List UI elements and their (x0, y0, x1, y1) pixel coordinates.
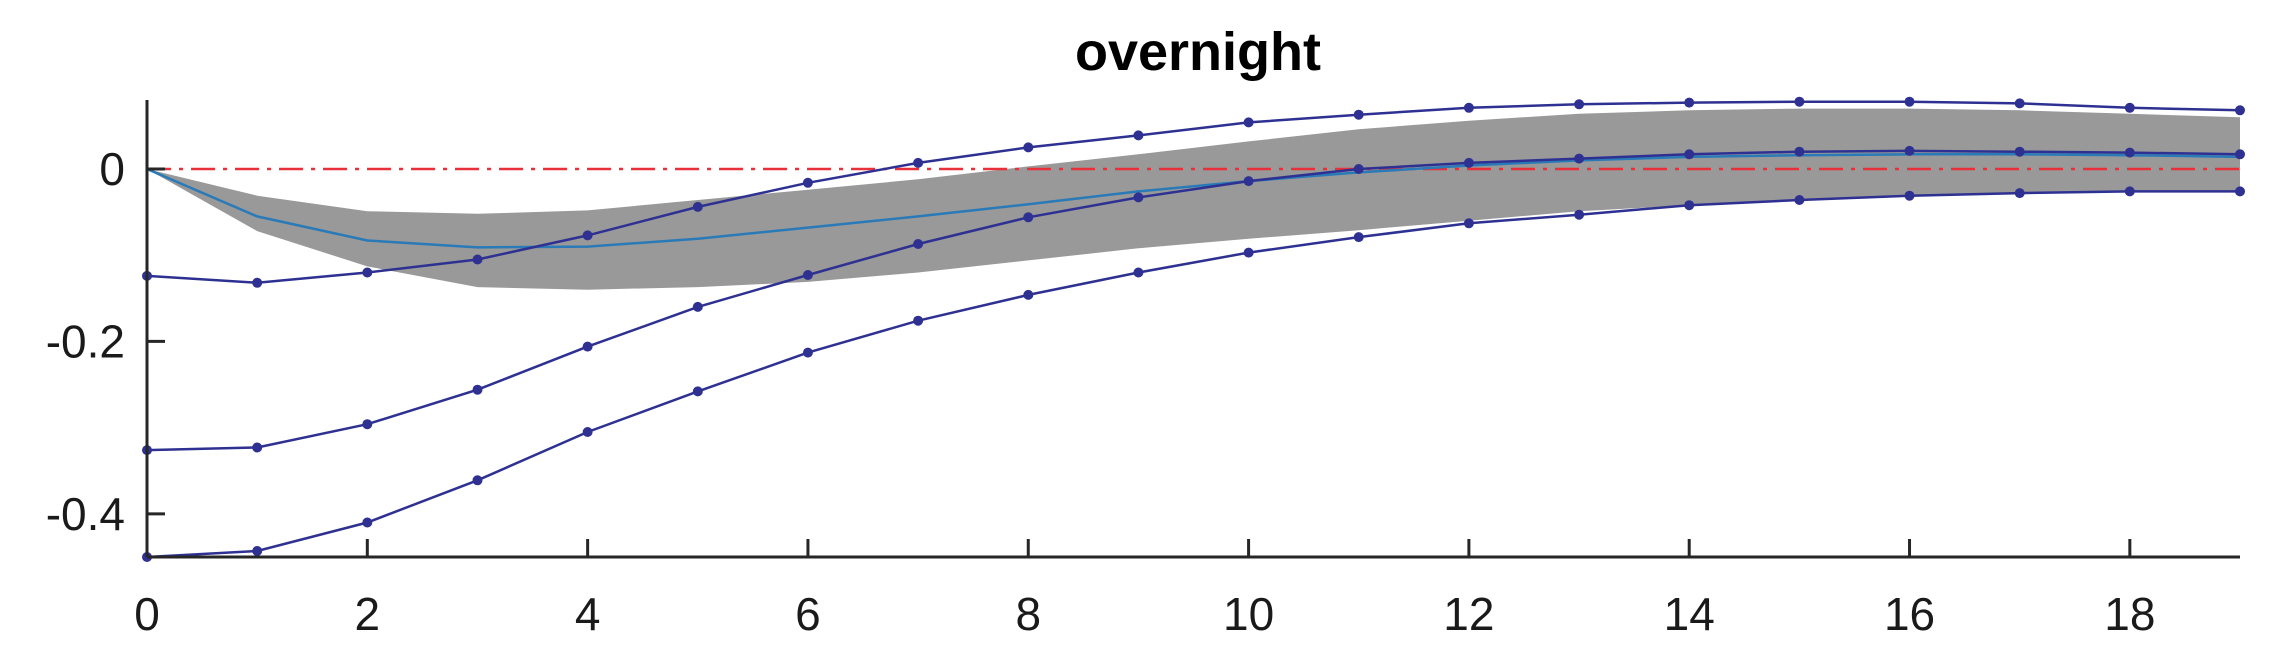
series-1-point (1574, 99, 1585, 110)
x-tick-label: 6 (795, 588, 821, 640)
series-1-point (362, 267, 373, 278)
x-tick-label: 8 (1015, 588, 1041, 640)
x-tick-label: 14 (1664, 588, 1715, 640)
series-0-line (146, 153, 2241, 249)
series-1-point (2124, 102, 2135, 113)
series-3-point (252, 546, 263, 556)
series-2-line (146, 149, 2241, 452)
series-1-point (582, 230, 593, 241)
x-tick-label: 4 (575, 588, 601, 640)
series-1-point (1904, 96, 1915, 107)
series-2-point (472, 384, 483, 395)
x-tick-label: 18 (2104, 588, 2155, 640)
series-3-point (2124, 186, 2135, 197)
series-1-point (1684, 97, 1695, 108)
x-tick-label: 2 (355, 588, 381, 640)
series-3-point (1463, 218, 1474, 229)
series-1-point (1794, 96, 1805, 107)
x-tick-label: 10 (1223, 588, 1274, 640)
series-3-point (1133, 267, 1144, 278)
series-2-point (582, 341, 593, 352)
series-3-point (1574, 209, 1585, 220)
series-3-point (2014, 188, 2025, 199)
y-tick-label: -0.2 (46, 315, 125, 367)
series-1 (142, 96, 2245, 288)
series-3-point (913, 315, 924, 326)
series-3-point (1684, 200, 1695, 211)
chart-title: overnight (1075, 22, 1321, 82)
series-2-point (1353, 164, 1364, 174)
series-2-point (1243, 176, 1254, 187)
series-2-point (913, 239, 924, 249)
series-2-point (1133, 192, 1144, 203)
x-tick-label: 16 (1884, 588, 1935, 640)
series-2-point (1023, 212, 1034, 223)
series-1-point (802, 177, 813, 188)
series-3-point (2235, 186, 2245, 197)
series-3-point (582, 427, 593, 437)
series-2-point (1574, 153, 1585, 164)
series-1-point (472, 254, 483, 265)
series-1-point (1353, 109, 1364, 120)
series-3-point (1023, 289, 1034, 300)
series-1-point (692, 201, 703, 212)
y-tick-label: -0.4 (46, 488, 125, 540)
series-3-point (1353, 232, 1364, 243)
series-1-point (2235, 105, 2245, 116)
series-3-point (472, 475, 483, 486)
series-2-point (2124, 147, 2135, 158)
series-2-point (2235, 149, 2245, 160)
x-tick-label: 12 (1443, 588, 1494, 640)
series-2-point (692, 301, 703, 312)
series-2-point (1463, 157, 1474, 168)
series-3-point (1794, 195, 1805, 205)
series-3-point (362, 517, 373, 528)
series-2-point (2014, 146, 2025, 157)
series-3-point (1904, 190, 1915, 201)
series-2-point (252, 442, 263, 453)
series-1-line (146, 100, 2241, 285)
series-2-point (1684, 149, 1695, 160)
series-3-point (802, 347, 813, 358)
series-1-point (252, 277, 263, 288)
series-2-point (1794, 146, 1805, 157)
series-2-point (802, 270, 813, 280)
series-1-point (1023, 142, 1034, 153)
series-3 (142, 186, 2245, 562)
x-tick-label: 0 (134, 588, 160, 640)
series-2-point (362, 419, 373, 430)
series-1-point (913, 157, 924, 168)
series-1-point (2014, 98, 2025, 109)
series-1-point (1463, 102, 1474, 113)
axes-layer: 0 2 4 6 8 10 12 14 16 18 0 -0.2 -0.4 (46, 100, 2240, 640)
series-0 (146, 153, 2241, 249)
series-1-point (1243, 117, 1254, 128)
series-2-point (1904, 145, 1915, 156)
series-3-point (1243, 247, 1254, 258)
series-1-point (1133, 130, 1144, 141)
y-tick-label: 0 (99, 143, 125, 195)
series-3-line (146, 190, 2240, 559)
series-layer (142, 96, 2245, 562)
series-3-point (692, 386, 703, 397)
